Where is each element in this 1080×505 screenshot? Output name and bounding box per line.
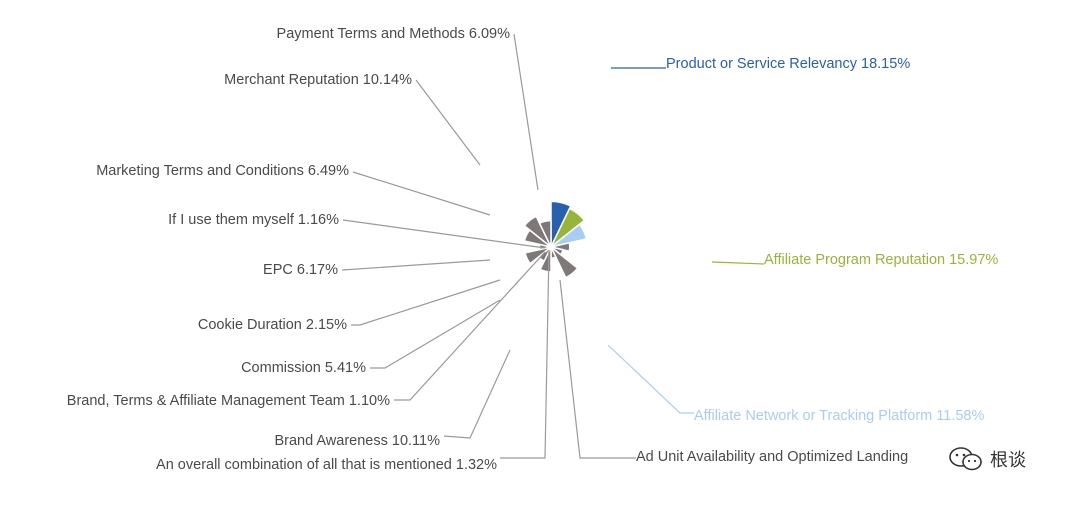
slice-label-14: Payment Terms and Methods 6.09% bbox=[277, 26, 511, 42]
slice-label-2: Affiliate Program Reputation 15.97% bbox=[764, 252, 998, 268]
wedge-3 bbox=[550, 223, 588, 248]
leader-line-11 bbox=[342, 219, 546, 249]
leader-line-14 bbox=[513, 33, 539, 191]
leader-line-10 bbox=[341, 259, 491, 271]
wedge-4 bbox=[550, 241, 571, 253]
slice-label-13: Merchant Reputation 10.14% bbox=[224, 72, 412, 88]
labels-group: Product or Service Relevancy 18.15% Affil… bbox=[67, 26, 999, 473]
slice-label-6: Brand Awareness 10.11% bbox=[274, 433, 440, 449]
watermark: 根谈 bbox=[948, 446, 1026, 472]
wedge-6 bbox=[550, 246, 579, 279]
wechat-icon bbox=[949, 447, 982, 471]
slice-label-1: Product or Service Relevancy 18.15% bbox=[666, 56, 910, 72]
slice-label-12: Marketing Terms and Conditions 6.49% bbox=[96, 163, 349, 179]
leader-line-7 bbox=[394, 251, 546, 401]
leader-line-4 bbox=[559, 279, 636, 459]
leader-line-8 bbox=[370, 299, 501, 369]
wedge-13 bbox=[523, 215, 552, 248]
slice-label-11: If I use them myself 1.16% bbox=[168, 212, 339, 228]
slice-label-10: EPC 6.17% bbox=[263, 262, 338, 278]
wedge-10 bbox=[524, 246, 552, 265]
leader-line-6 bbox=[443, 349, 511, 439]
wedge-2 bbox=[550, 207, 586, 248]
slice-label-5: An overall combination of all that is me… bbox=[156, 457, 497, 473]
wedge-14 bbox=[538, 219, 552, 248]
slice-label-7: Brand, Terms & Affiliate Management Team… bbox=[67, 393, 390, 409]
leader-line-2 bbox=[711, 261, 765, 265]
slice-label-8: Commission 5.41% bbox=[241, 360, 366, 376]
leader-line-3 bbox=[607, 344, 694, 414]
leader-lines-group bbox=[341, 33, 765, 459]
leader-line-13 bbox=[415, 79, 481, 166]
leader-line-12 bbox=[352, 171, 491, 216]
slice-label-9: Cookie Duration 2.15% bbox=[198, 317, 347, 333]
slice-label-4: Ad Unit Availability and Optimized Landi… bbox=[636, 449, 908, 465]
leader-line-9 bbox=[351, 279, 501, 326]
slice-label-3: Affiliate Network or Tracking Platform 1… bbox=[694, 408, 984, 424]
leader-line-5 bbox=[500, 249, 550, 459]
wedges-group bbox=[523, 200, 588, 279]
watermark-text: 根谈 bbox=[990, 450, 1026, 471]
